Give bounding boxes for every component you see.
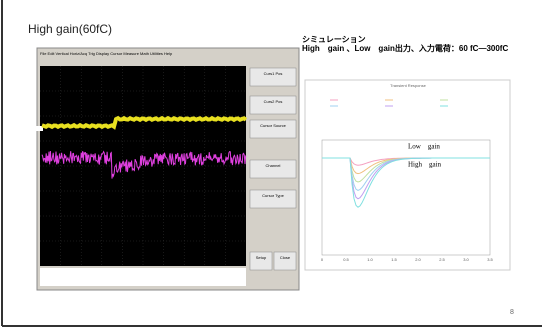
page-number: 8	[510, 309, 514, 316]
panel-label: Setup	[256, 255, 267, 260]
sim-description: High gain 、Low gain出力、入力電荷：60 fC—300fC	[302, 44, 538, 53]
panel-label: Curs1 Pos	[264, 71, 283, 76]
x-tick-label: 3.0	[463, 257, 469, 262]
scope-status	[40, 268, 246, 286]
plot-title: Transient Response	[390, 83, 426, 88]
x-tick-label: 1.0	[367, 257, 373, 262]
panel-label: Curs2 Pos	[264, 99, 283, 104]
panel-label: Channel	[266, 163, 281, 168]
x-tick-label: 1.5	[391, 257, 397, 262]
panel-label: Close	[280, 255, 291, 260]
panel-label: Cursor Source	[260, 123, 287, 128]
x-tick-label: 2.5	[439, 257, 445, 262]
scope-menu: File Edit Vertical Horiz/Acq Trig Displa…	[40, 51, 173, 56]
label-low: Low gain	[408, 143, 440, 151]
sim-description-box: High gain 、Low gain出力、入力電荷：60 fC—300fC	[302, 44, 538, 74]
label-high: High gain	[408, 161, 442, 169]
x-tick-label: 0.5	[343, 257, 349, 262]
slide-canvas: High gain(60fC) 8 File Edit Vertical Hor…	[0, 0, 542, 329]
sim-plot	[305, 80, 510, 270]
slide: High gain(60fC) 8 File Edit Vertical Hor…	[0, 0, 542, 329]
panel-label: Cursor Type	[262, 193, 284, 198]
x-tick-label: 2.0	[415, 257, 421, 262]
slide-title: High gain(60fC)	[28, 22, 112, 36]
sim-heading: シミュレーション	[302, 35, 366, 44]
x-tick-label: 3.5	[487, 257, 493, 262]
